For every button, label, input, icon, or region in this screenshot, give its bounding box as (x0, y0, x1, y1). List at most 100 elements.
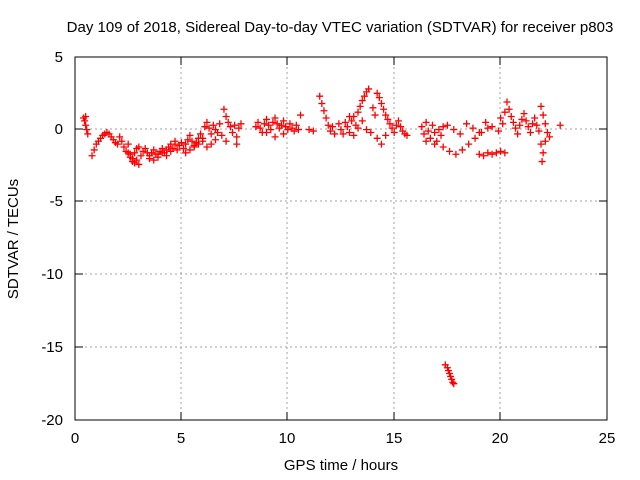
data-point (297, 111, 305, 119)
data-point (556, 121, 564, 129)
data-point (163, 152, 171, 160)
data-point (128, 158, 136, 166)
data-point (220, 105, 228, 113)
data-point (382, 111, 390, 119)
data-point (292, 121, 300, 129)
data-point (284, 126, 292, 134)
data-point (449, 378, 457, 386)
data-point (309, 127, 317, 135)
data-point (463, 120, 471, 128)
data-point (446, 147, 454, 155)
data-point (358, 97, 366, 105)
chart-title: Day 109 of 2018, Sidereal Day-to-day VTE… (67, 19, 614, 36)
data-point (522, 117, 530, 125)
data-point (209, 121, 217, 129)
data-point (263, 129, 271, 137)
data-point (501, 149, 509, 157)
data-point (260, 120, 268, 128)
data-point (465, 140, 473, 148)
data-point (371, 111, 379, 119)
data-point (190, 143, 198, 151)
data-point (443, 121, 451, 129)
data-point (392, 121, 400, 129)
data-point (188, 137, 196, 145)
data-point (377, 140, 385, 148)
y-axis-label: SDTVAR / TECUs (5, 179, 22, 299)
data-point (263, 115, 271, 123)
data-point (324, 121, 332, 129)
data-point (135, 160, 143, 168)
y-tick-label: -10 (41, 266, 63, 283)
data-point (435, 126, 443, 134)
data-point (82, 121, 90, 129)
x-tick-labels: 0 5 10 15 20 25 (71, 430, 616, 447)
data-point (186, 146, 194, 154)
data-point (341, 118, 349, 126)
data-point (194, 140, 202, 148)
data-point (365, 85, 373, 93)
data-point (458, 146, 466, 154)
data-point (205, 124, 213, 132)
data-point (135, 143, 143, 151)
data-point (518, 115, 526, 123)
data-point (439, 123, 447, 131)
data-point (373, 89, 381, 97)
data-point (265, 121, 273, 129)
data-point (388, 124, 396, 132)
data-point (90, 146, 98, 154)
data-point (450, 380, 458, 388)
data-point (354, 124, 362, 132)
data-point (394, 117, 402, 125)
data-point (226, 123, 234, 131)
data-point (420, 130, 428, 138)
data-point (346, 129, 354, 137)
data-point (203, 118, 211, 126)
data-point (384, 115, 392, 123)
data-point (271, 114, 279, 122)
data-point (235, 124, 243, 132)
data-point (482, 118, 490, 126)
data-point (233, 133, 241, 141)
data-point (475, 129, 483, 137)
data-point (158, 149, 166, 157)
plot-frame (74, 56, 608, 421)
data-point (118, 137, 126, 145)
data-point (541, 137, 549, 145)
data-point (252, 123, 260, 131)
data-point (137, 152, 145, 160)
data-point (480, 152, 488, 160)
data-point (231, 121, 239, 129)
data-point (211, 136, 219, 144)
data-point (154, 150, 162, 158)
data-point (233, 140, 241, 148)
data-point (237, 120, 245, 128)
data-point (422, 137, 430, 145)
data-point (180, 144, 188, 152)
data-point (280, 130, 288, 138)
data-point (494, 127, 502, 135)
data-point (346, 113, 354, 121)
data-point (386, 120, 394, 128)
data-point (214, 129, 222, 137)
data-point (471, 134, 479, 142)
data-point (318, 99, 326, 107)
data-point (497, 114, 505, 122)
data-point (320, 107, 328, 115)
data-point (256, 124, 264, 132)
data-point (328, 123, 336, 131)
data-point (437, 131, 445, 139)
data-point (526, 129, 534, 137)
data-point (305, 126, 313, 134)
data-point (88, 152, 96, 160)
data-point (216, 120, 224, 128)
data-point (499, 120, 507, 128)
x-tick-label: 20 (492, 430, 509, 447)
data-point (131, 149, 139, 157)
data-point (503, 98, 511, 106)
data-point (537, 140, 545, 148)
data-point (81, 117, 89, 125)
data-point (83, 126, 91, 134)
data-point (182, 140, 190, 148)
data-point (390, 129, 398, 137)
